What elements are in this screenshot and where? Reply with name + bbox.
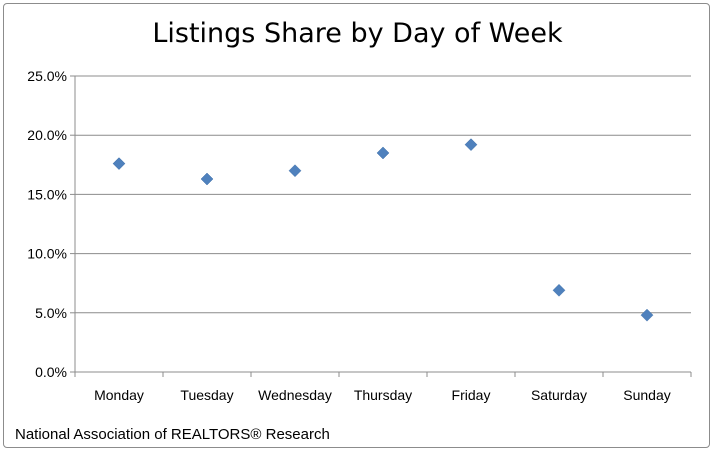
y-tick-label: 10.0% xyxy=(27,246,67,262)
x-tick-label: Sunday xyxy=(623,387,670,403)
y-tick-label: 5.0% xyxy=(35,305,67,321)
data-point xyxy=(640,308,654,322)
x-tick-label: Wednesday xyxy=(258,387,332,403)
x-tick-label: Tuesday xyxy=(180,387,233,403)
y-tick-label: 0.0% xyxy=(35,364,67,380)
chart-frame xyxy=(3,3,710,448)
source-note: National Association of REALTORS® Resear… xyxy=(15,426,330,443)
data-point xyxy=(376,146,390,160)
x-tick-label: Saturday xyxy=(531,387,587,403)
x-tick-label: Friday xyxy=(452,387,491,403)
data-point xyxy=(112,157,126,170)
y-tick-label: 25.0% xyxy=(27,68,67,84)
data-point xyxy=(464,138,478,152)
x-tick-label: Monday xyxy=(94,387,144,403)
x-tick-label: Thursday xyxy=(354,387,412,403)
chart-title: Listings Share by Day of Week xyxy=(152,18,563,49)
data-point xyxy=(288,164,302,178)
data-point xyxy=(552,283,566,297)
y-tick-label: 15.0% xyxy=(27,186,67,202)
data-point xyxy=(200,172,214,186)
y-tick-label: 20.0% xyxy=(27,127,67,143)
